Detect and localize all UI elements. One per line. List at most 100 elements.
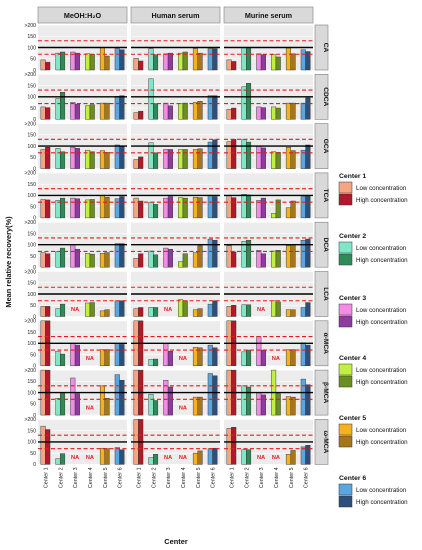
bar-high-center-1 [45, 253, 51, 268]
bar-high-center-6 [119, 145, 125, 169]
y-tick-label: 50 [30, 451, 36, 457]
legend-swatch-low [338, 241, 353, 254]
legend-swatch-low [338, 363, 353, 376]
legend-label-low: Low concentration [356, 307, 407, 314]
bar-low-center-2 [241, 86, 247, 120]
bar-high-center-5 [197, 450, 203, 465]
bar-high-center-1 [231, 197, 237, 219]
panel-mca-2: NA [131, 369, 220, 416]
bar-high-center-6 [305, 384, 311, 416]
y-ticks-row-9: 0 50 100 150 >200 [24, 417, 36, 468]
row-strip-gca: GCA [314, 123, 329, 169]
bar-high-center-5 [104, 349, 110, 367]
legend-group-center-5: Center 5 Low concentration High concentrat… [338, 415, 408, 448]
bar-low-center-5 [192, 252, 198, 268]
bar-low-center-4 [85, 53, 91, 71]
x-tick-label: Center 6 [211, 467, 217, 488]
panel-mca-1: NA [38, 320, 127, 367]
bar-high-center-4 [182, 149, 188, 169]
y-tick-label: 50 [30, 402, 36, 408]
bar-high-center-4 [89, 302, 95, 317]
bar-high-center-6 [119, 449, 125, 465]
bar-high-center-6 [212, 95, 218, 120]
bar-low-center-2 [55, 98, 61, 120]
panel-lca-1: NA [38, 271, 127, 317]
bar-low-center-2 [148, 78, 154, 120]
panel-tca-1 [38, 172, 127, 219]
bar-high-center-4 [275, 301, 281, 317]
panel-mca-1: NA [38, 369, 127, 416]
y-tick-label: 150 [27, 231, 36, 237]
x-tick-label: Center 2 [151, 467, 157, 488]
legend-swatch-high [338, 435, 353, 448]
row-strip-label: LCA [322, 287, 329, 301]
column-strip-bg [37, 6, 128, 24]
y-tick-label: 150 [27, 330, 36, 336]
bar-low-center-4 [271, 300, 277, 317]
y-tick-label: 100 [27, 144, 36, 150]
legend-swatch-high [338, 253, 353, 266]
bar-low-center-6 [114, 374, 120, 416]
bar-low-center-1 [40, 106, 46, 120]
bar-low-center-1 [226, 108, 232, 120]
legend-label-high: High concentration [356, 257, 408, 264]
bar-low-center-2 [55, 148, 61, 169]
bar-high-center-3 [167, 248, 173, 268]
bar-low-center-3 [163, 102, 169, 120]
bar-low-center-1 [226, 245, 232, 268]
panel-mca-1: NA NA [38, 419, 127, 465]
row-strip-label: β-MCA [322, 382, 329, 403]
bar-low-center-4 [85, 302, 91, 317]
bar-high-center-6 [119, 300, 125, 317]
y-tick-label: >200 [24, 368, 36, 374]
bar-low-center-1 [133, 308, 139, 317]
bar-low-center-2 [241, 351, 247, 367]
row-strip-label: ω-MCA [322, 431, 329, 454]
bar-high-center-1 [231, 139, 237, 169]
bar-high-center-3 [167, 105, 173, 120]
bar-high-center-3 [167, 149, 173, 169]
row-strip-bg [314, 271, 329, 317]
y-tick-label: 0 [33, 265, 36, 271]
bar-low-center-5 [192, 452, 198, 465]
bar-high-center-3 [167, 386, 173, 416]
bar-low-center-1 [133, 159, 139, 169]
y-tick-label: 50 [30, 155, 36, 161]
bar-high-center-1 [231, 251, 237, 268]
y-tick-label: 0 [33, 314, 36, 320]
bar-low-center-6 [114, 243, 120, 268]
na-label: NA [86, 405, 94, 411]
bar-high-center-3 [74, 344, 80, 367]
bar-low-center-3 [256, 106, 262, 120]
bar-high-center-1 [45, 61, 51, 71]
bar-high-center-5 [290, 200, 296, 219]
bar-low-center-1 [40, 59, 46, 71]
bar-high-center-5 [104, 152, 110, 169]
x-tick-label: Center 5 [103, 467, 109, 488]
bar-high-center-5 [290, 150, 296, 169]
legend-title: Center 5 [339, 415, 366, 422]
y-tick-label: >200 [24, 220, 36, 226]
bar-low-center-6 [114, 96, 120, 120]
row-strip-tca: TCA [314, 172, 329, 219]
x-tick-label: Center 3 [259, 467, 265, 488]
bar-low-center-5 [285, 102, 291, 120]
bar-low-center-5 [99, 102, 105, 120]
row-strip-bg [314, 172, 329, 219]
bar-low-center-2 [55, 398, 61, 416]
na-label: NA [71, 455, 79, 461]
panel-gca-3 [224, 123, 313, 169]
bar-low-center-2 [148, 201, 154, 219]
bar-low-center-3 [256, 392, 262, 416]
row-strip-label: GCA [322, 139, 329, 154]
bar-low-center-5 [285, 349, 291, 367]
bar-low-center-3 [256, 53, 262, 71]
bar-low-center-4 [85, 105, 91, 120]
y-tick-label: 100 [27, 193, 36, 199]
legend-swatch-low [338, 181, 353, 194]
y-tick-label: 0 [33, 364, 36, 370]
bar-high-center-2 [246, 239, 252, 268]
bar-low-center-3 [163, 197, 169, 219]
legend-group-center-2: Center 2 Low concentration High concentrat… [338, 233, 408, 266]
y-ticks-row-1: 0 50 100 150 >200 [24, 23, 36, 74]
